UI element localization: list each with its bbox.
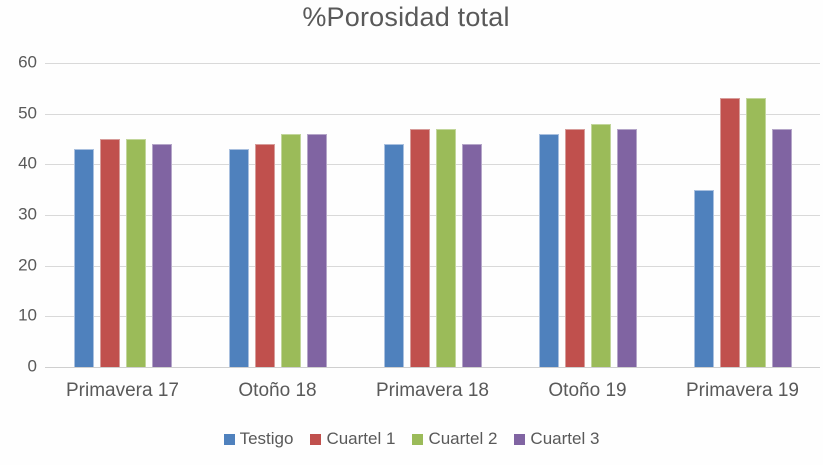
bar-group-otoño-19: [510, 63, 665, 367]
gridline-20: [45, 265, 820, 267]
legend-swatch-icon: [223, 433, 235, 445]
y-tick-label-30: 30: [18, 204, 37, 224]
legend-swatch-icon: [310, 433, 322, 445]
gridline-60: [45, 63, 820, 64]
bar-testigo-primavera-18: [383, 144, 404, 367]
y-tick-label-10: 10: [18, 305, 37, 325]
bar-cuartel-2-otoño-18: [280, 134, 301, 367]
bar-cuartel-3-primavera-19: [771, 129, 792, 367]
gridline-10: [45, 316, 820, 318]
bar-group-primavera-18: [355, 63, 510, 367]
legend: Testigo Cuartel 1 Cuartel 2 Cuartel 3: [0, 429, 823, 449]
bar-group-primavera-17: [45, 63, 200, 367]
bar-cuartel-1-otoño-19: [564, 129, 585, 367]
bar-cuartel-1-otoño-18: [254, 144, 275, 367]
y-tick-label-0: 0: [27, 356, 37, 376]
y-tick-label-50: 50: [18, 103, 37, 123]
bar-cuartel-2-primavera-17: [125, 139, 146, 367]
bar-cuartel-2-otoño-19: [590, 124, 611, 367]
bar-testigo-primavera-17: [73, 149, 94, 367]
gridline-30: [45, 215, 820, 216]
legend-swatch-icon: [514, 433, 526, 445]
legend-item-testigo: Testigo: [223, 429, 294, 449]
x-axis-label-primavera-17: Primavera 17: [66, 380, 179, 401]
x-axis-label-otoño-19: Otoño 19: [548, 380, 627, 401]
legend-item-cuartel-2: Cuartel 2: [412, 429, 497, 449]
bar-cuartel-3-primavera-18: [461, 144, 482, 367]
bar-testigo-otoño-18: [228, 149, 249, 367]
bar-cuartel-1-primavera-17: [99, 139, 120, 367]
y-tick-label-20: 20: [18, 255, 37, 275]
gridline-0: [45, 367, 820, 368]
legend-label: Cuartel 1: [326, 429, 396, 448]
chart-title: %Porosidad total: [302, 2, 510, 32]
legend-swatch-icon: [412, 433, 424, 445]
plot-area: [45, 63, 820, 368]
bar-cuartel-2-primavera-18: [435, 129, 456, 367]
legend-label: Cuartel 2: [428, 429, 498, 448]
legend-item-cuartel-1: Cuartel 1: [310, 429, 395, 449]
gridline-50: [45, 113, 820, 115]
y-tick-label-60: 60: [18, 52, 37, 72]
legend-label: Testigo: [239, 429, 294, 448]
bar-testigo-otoño-19: [538, 134, 559, 367]
legend-item-cuartel-3: Cuartel 3: [514, 429, 599, 449]
bar-cuartel-3-otoño-19: [616, 129, 637, 367]
bar-testigo-primavera-19: [693, 190, 714, 367]
x-axis-label-primavera-18: Primavera 18: [376, 380, 489, 401]
bar-cuartel-3-otoño-18: [306, 134, 327, 367]
bar-cuartel-2-primavera-19: [745, 98, 766, 367]
x-axis-label-otoño-18: Otoño 18: [238, 380, 317, 401]
y-tick-label-40: 40: [18, 153, 37, 173]
bar-cuartel-1-primavera-18: [409, 129, 430, 367]
bar-cuartel-3-primavera-17: [151, 144, 172, 367]
bar-group-otoño-18: [200, 63, 355, 367]
gridline-40: [45, 164, 820, 166]
x-axis-label-primavera-19: Primavera 19: [686, 380, 799, 401]
bar-cuartel-1-primavera-19: [719, 98, 740, 367]
bar-group-primavera-19: [665, 63, 820, 367]
legend-label: Cuartel 3: [530, 429, 600, 448]
